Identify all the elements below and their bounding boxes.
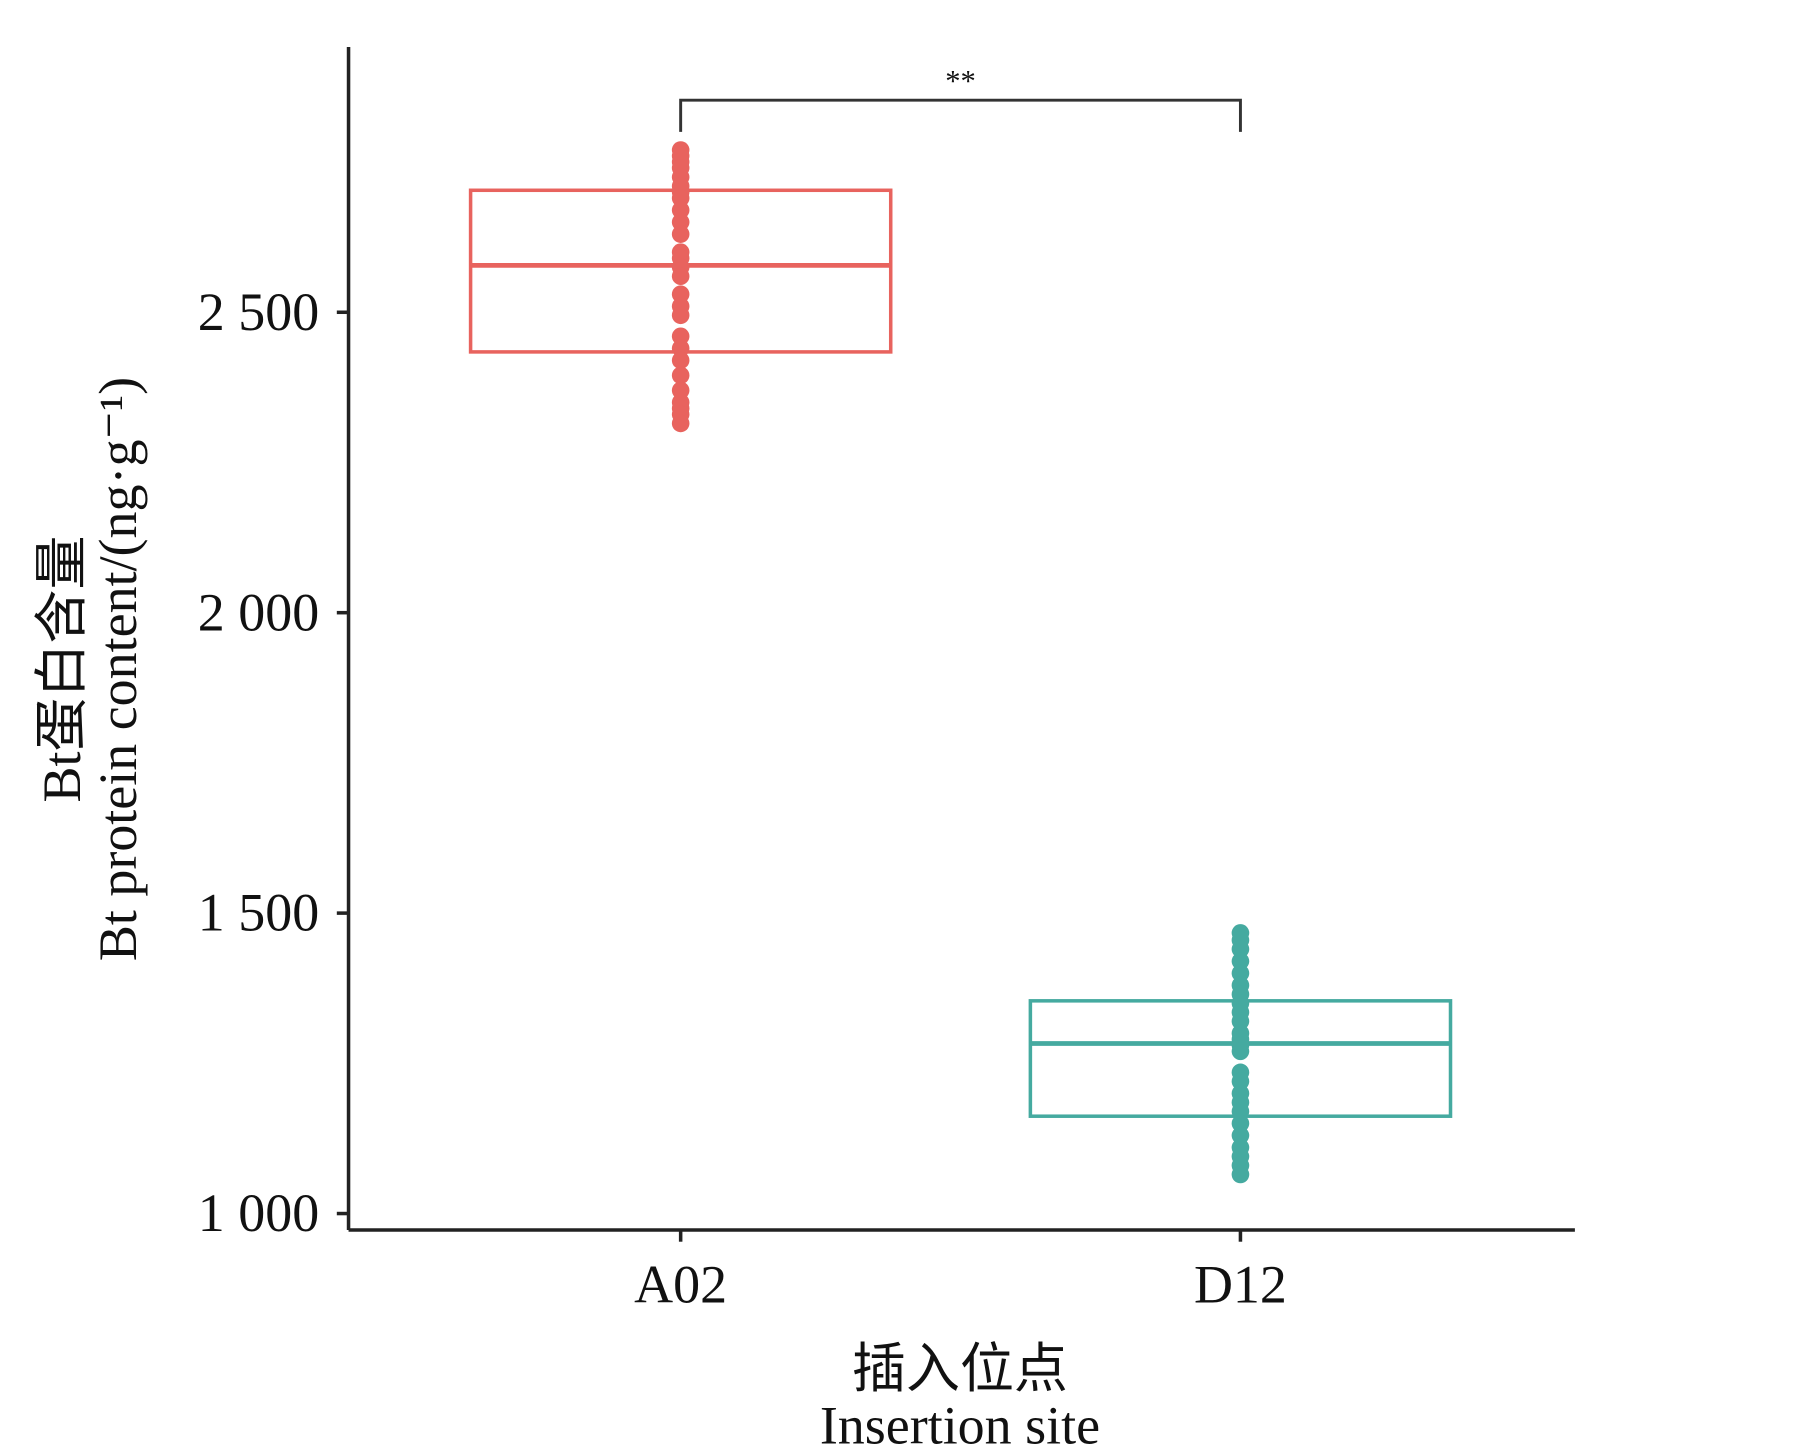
significance-bracket	[679, 98, 1242, 132]
y-tick-label: 2 000	[198, 582, 319, 642]
y-tick-label: 2 500	[198, 282, 319, 342]
data-point-A02	[671, 306, 690, 325]
data-point-D12	[1231, 1042, 1250, 1061]
y-axis-title-cn: Bt蛋白含量	[32, 536, 92, 803]
y-tick-label: 1 500	[198, 883, 319, 943]
data-point-A02	[671, 366, 690, 385]
x-tick-label: A02	[634, 1255, 727, 1315]
data-point-A02	[671, 414, 690, 433]
data-point-D12	[1231, 1165, 1250, 1184]
y-tick-label: 1 000	[198, 1183, 319, 1243]
data-point-A02	[671, 267, 690, 286]
y-axis-title: Bt protein content/(ng·g⁻¹)	[88, 377, 148, 961]
x-axis-title: Insertion site	[820, 1396, 1100, 1446]
data-point-A02	[671, 225, 690, 243]
data-point-A02	[671, 351, 690, 370]
significance-label: **	[945, 64, 976, 98]
x-axis-title-cn: 插入位点	[852, 1339, 1068, 1399]
x-tick-label: D12	[1194, 1255, 1287, 1315]
